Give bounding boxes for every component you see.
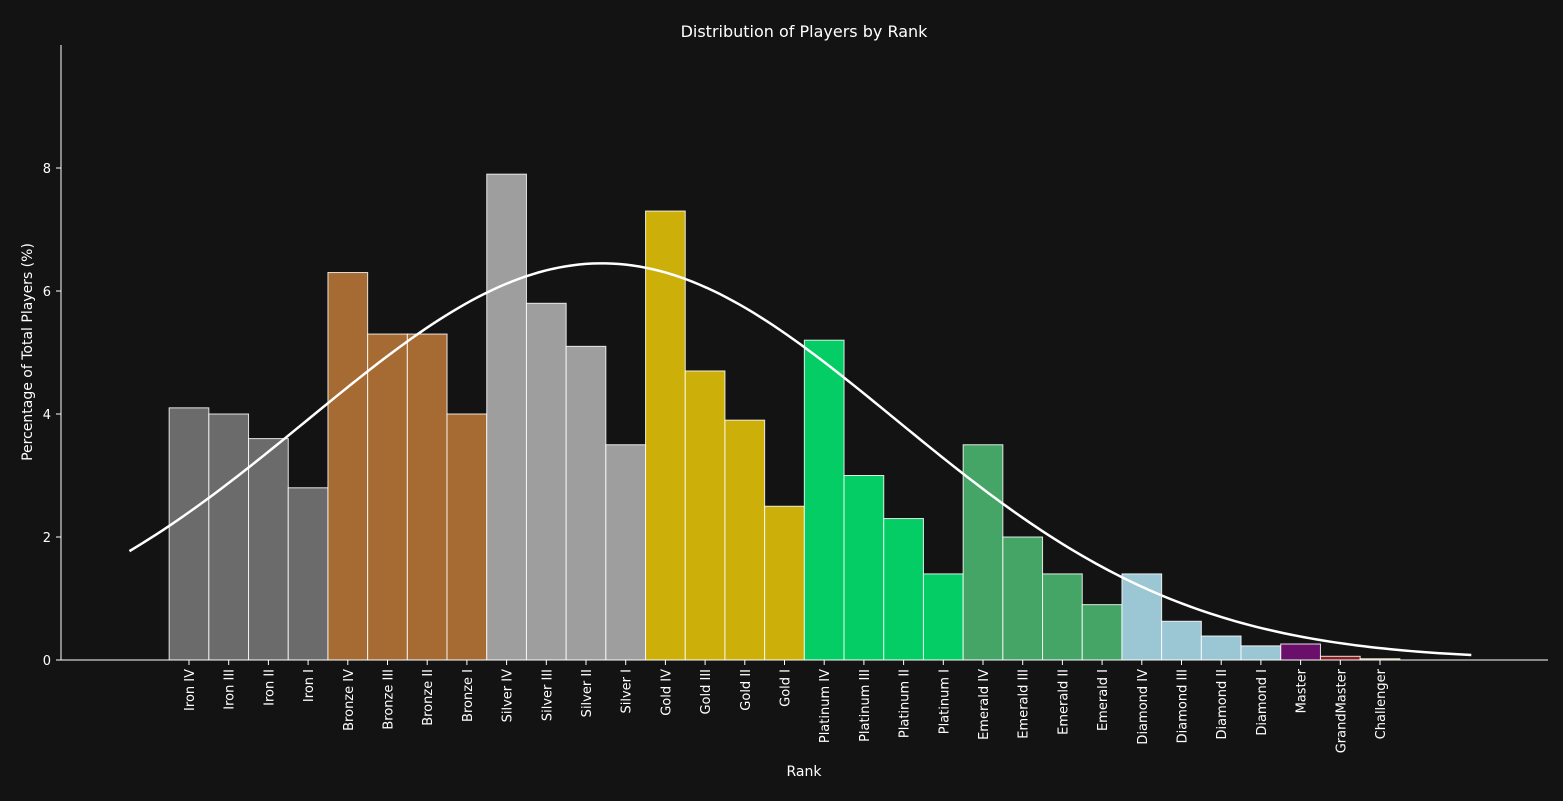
x-tick-label: Bronze I [461,669,476,722]
bar-gold-i [764,505,805,661]
bar-bronze-iv [327,272,369,661]
bar-iron-ii [248,438,289,661]
x-tick-label: Iron IV [183,669,198,711]
bar-iron-iii [208,413,250,661]
x-tick-label: Challenger [1374,668,1389,739]
x-tick-label: Silver I [620,669,635,713]
x-tick-label: GrandMaster [1334,668,1349,753]
bar-platinum-ii [883,518,924,661]
x-tick-label: Diamond III [1176,669,1191,743]
bar-diamond-iv [1121,573,1163,661]
y-axis-label: Percentage of Total Players (%) [20,243,36,461]
x-tick-label: Gold I [779,669,794,707]
x-tick-label: Emerald I [1096,669,1111,731]
x-tick-label: Platinum IV [818,669,833,743]
bar-iron-iv [168,407,210,661]
x-tick-label: Bronze III [382,669,397,730]
x-axis-label: Rank [787,764,823,780]
bar-emerald-i [1081,604,1123,661]
x-tick-label: Iron III [223,669,238,710]
y-tick-label: 2 [43,531,51,546]
x-tick-label: Master [1295,668,1310,713]
x-tick-label: Diamond I [1255,669,1270,736]
x-tick-label: Gold III [699,669,714,715]
bar-silver-iv [486,173,527,661]
x-tick-label: Diamond II [1215,669,1230,740]
x-tick-label: Diamond IV [1136,669,1151,745]
x-tick-label: Gold II [739,669,754,711]
bar-grandmaster [1319,655,1361,661]
x-ticks-group: Iron IV Iron III Iron II Iron I Bronze IV Bro… [183,660,1389,753]
x-tick-label: Silver IV [501,669,516,722]
x-tick-label: Bronze II [421,669,436,726]
bar-bronze-iii [367,333,408,661]
x-tick-label: Iron I [302,669,317,702]
bar-gold-iv [645,210,686,661]
y-tick-label: 4 [43,408,51,423]
bar-silver-ii [565,345,607,661]
bar-emerald-iv [962,444,1004,661]
x-tick-label: Platinum I [937,669,952,734]
bar-diamond-ii [1200,635,1242,661]
bar-platinum-i [922,573,964,661]
chart-title: Distribution of Players by Rank [681,22,929,41]
x-tick-label: Gold IV [659,669,674,716]
bar-platinum-iv [803,339,845,661]
x-tick-label: Iron II [262,669,277,706]
x-tick-label: Silver III [540,669,555,721]
bar-silver-i [605,444,647,661]
y-tick-label: 8 [43,162,51,177]
bar-gold-iii [684,370,726,661]
x-tick-label: Emerald II [1056,669,1071,735]
bar-silver-iii [525,302,567,661]
bars-group [168,173,1401,661]
x-tick-label: Bronze IV [342,669,357,731]
bar-diamond-i [1240,645,1282,661]
bar-bronze-i [446,413,488,661]
bar-iron-i [287,487,329,661]
bar-bronze-ii [406,333,448,661]
y-tick-label: 0 [43,654,51,669]
x-tick-label: Emerald IV [977,669,992,740]
x-tick-label: Platinum III [858,669,873,742]
x-tick-label: Silver II [580,669,595,717]
x-tick-label: Emerald III [1017,669,1032,739]
bar-master [1280,643,1321,661]
y-tick-label: 6 [43,285,51,300]
bar-platinum-iii [843,475,885,661]
x-tick-label: Platinum II [898,669,913,738]
normal-fit-curve [128,262,1472,657]
bar-diamond-iii [1161,620,1202,661]
bar-emerald-ii [1042,573,1083,661]
bar-gold-ii [724,419,766,661]
y-ticks-group: 0 2 4 6 8 [43,162,61,669]
bar-emerald-iii [1002,536,1044,661]
